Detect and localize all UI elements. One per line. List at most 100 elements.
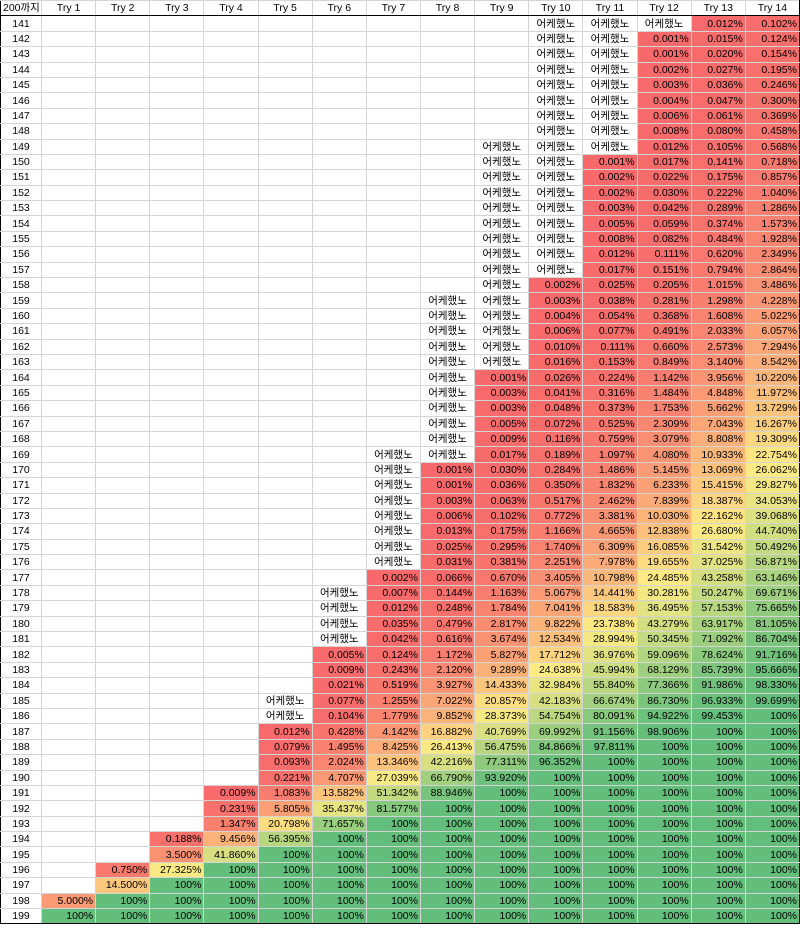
row-label[interactable]: 145 — [0, 76, 42, 94]
percent-cell[interactable]: 100% — [257, 892, 313, 910]
percent-cell[interactable]: 0.772% — [528, 507, 584, 525]
empty-cell[interactable] — [40, 661, 97, 679]
empty-cell[interactable] — [95, 76, 151, 94]
percent-cell[interactable]: 100% — [149, 908, 205, 925]
empty-cell[interactable] — [257, 292, 313, 309]
percent-cell[interactable]: 100% — [365, 861, 421, 879]
empty-cell[interactable] — [95, 738, 151, 756]
empty-cell[interactable] — [311, 307, 367, 325]
percent-cell[interactable]: 100% — [365, 846, 421, 863]
empty-cell[interactable] — [257, 477, 313, 494]
percent-cell[interactable]: 18.387% — [690, 492, 746, 509]
text-cell[interactable]: 어케했노 — [474, 246, 530, 263]
text-cell[interactable]: 어케했노 — [528, 184, 584, 202]
empty-cell[interactable] — [311, 215, 367, 232]
empty-cell[interactable] — [40, 615, 97, 633]
percent-cell[interactable]: 0.525% — [582, 415, 638, 432]
row-label[interactable]: 157 — [0, 261, 42, 279]
text-cell[interactable]: 어케했노 — [419, 369, 476, 386]
empty-cell[interactable] — [149, 615, 205, 633]
empty-cell[interactable] — [257, 261, 313, 279]
percent-cell[interactable]: 1.347% — [203, 815, 259, 833]
percent-cell[interactable]: 0.660% — [636, 338, 692, 355]
percent-cell[interactable]: 99.699% — [744, 692, 800, 709]
empty-cell[interactable] — [203, 30, 259, 48]
percent-cell[interactable]: 100% — [419, 861, 476, 879]
empty-cell[interactable] — [311, 153, 367, 171]
empty-cell[interactable] — [95, 615, 151, 633]
row-label[interactable]: 177 — [0, 569, 42, 586]
empty-cell[interactable] — [95, 584, 151, 602]
column-header-try-3[interactable]: Try 3 — [149, 0, 205, 17]
empty-cell[interactable] — [474, 76, 530, 94]
row-label[interactable]: 153 — [0, 200, 42, 217]
percent-cell[interactable]: 71.657% — [311, 815, 367, 833]
text-cell[interactable]: 어케했노 — [528, 230, 584, 248]
text-cell[interactable]: 어케했노 — [419, 338, 476, 355]
percent-cell[interactable]: 100% — [636, 877, 692, 894]
empty-cell[interactable] — [149, 169, 205, 186]
text-cell[interactable]: 어케했노 — [365, 477, 421, 494]
empty-cell[interactable] — [203, 677, 259, 694]
empty-cell[interactable] — [257, 61, 313, 78]
empty-cell[interactable] — [419, 261, 476, 279]
percent-cell[interactable]: 100% — [474, 784, 530, 802]
empty-cell[interactable] — [365, 400, 421, 417]
empty-cell[interactable] — [203, 523, 259, 540]
row-label[interactable]: 167 — [0, 415, 42, 432]
percent-cell[interactable]: 23.738% — [582, 615, 638, 633]
percent-cell[interactable]: 0.005% — [582, 215, 638, 232]
empty-cell[interactable] — [365, 169, 421, 186]
percent-cell[interactable]: 28.373% — [474, 707, 530, 725]
empty-cell[interactable] — [311, 446, 367, 463]
empty-cell[interactable] — [365, 76, 421, 94]
percent-cell[interactable]: 0.231% — [203, 800, 259, 817]
empty-cell[interactable] — [40, 692, 97, 709]
text-cell[interactable]: 어케했노 — [474, 307, 530, 325]
empty-cell[interactable] — [203, 769, 259, 786]
row-label[interactable]: 197 — [0, 877, 42, 894]
percent-cell[interactable]: 0.205% — [636, 277, 692, 294]
empty-cell[interactable] — [95, 15, 151, 32]
percent-cell[interactable]: 100% — [690, 892, 746, 910]
empty-cell[interactable] — [40, 784, 97, 802]
empty-cell[interactable] — [149, 215, 205, 232]
empty-cell[interactable] — [257, 323, 313, 340]
percent-cell[interactable]: 100% — [528, 892, 584, 910]
percent-cell[interactable]: 37.025% — [690, 554, 746, 571]
text-cell[interactable]: 어케했노 — [528, 92, 584, 109]
empty-cell[interactable] — [95, 46, 151, 63]
percent-cell[interactable]: 100% — [690, 800, 746, 817]
percent-cell[interactable]: 100% — [311, 892, 367, 910]
empty-cell[interactable] — [203, 461, 259, 479]
empty-cell[interactable] — [311, 415, 367, 432]
percent-cell[interactable]: 0.224% — [582, 369, 638, 386]
percent-cell[interactable]: 0.082% — [636, 230, 692, 248]
percent-cell[interactable]: 100% — [474, 908, 530, 925]
empty-cell[interactable] — [95, 677, 151, 694]
percent-cell[interactable]: 0.013% — [419, 523, 476, 540]
empty-cell[interactable] — [257, 76, 313, 94]
text-cell[interactable]: 어케했노 — [474, 292, 530, 309]
empty-cell[interactable] — [40, 246, 97, 263]
percent-cell[interactable]: 0.038% — [582, 292, 638, 309]
row-label[interactable]: 187 — [0, 723, 42, 740]
percent-cell[interactable]: 1.486% — [582, 461, 638, 479]
percent-cell[interactable]: 0.061% — [690, 107, 746, 125]
empty-cell[interactable] — [365, 138, 421, 155]
percent-cell[interactable]: 93.920% — [474, 769, 530, 786]
empty-cell[interactable] — [311, 523, 367, 540]
column-header-try-8[interactable]: Try 8 — [419, 0, 476, 17]
empty-cell[interactable] — [40, 153, 97, 171]
empty-cell[interactable] — [149, 769, 205, 786]
empty-cell[interactable] — [311, 277, 367, 294]
percent-cell[interactable]: 0.670% — [474, 569, 530, 586]
empty-cell[interactable] — [95, 92, 151, 109]
empty-cell[interactable] — [95, 646, 151, 663]
empty-cell[interactable] — [149, 323, 205, 340]
empty-cell[interactable] — [149, 415, 205, 432]
text-cell[interactable]: 어케했노 — [419, 307, 476, 325]
empty-cell[interactable] — [419, 169, 476, 186]
percent-cell[interactable]: 0.102% — [474, 507, 530, 525]
empty-cell[interactable] — [95, 723, 151, 740]
